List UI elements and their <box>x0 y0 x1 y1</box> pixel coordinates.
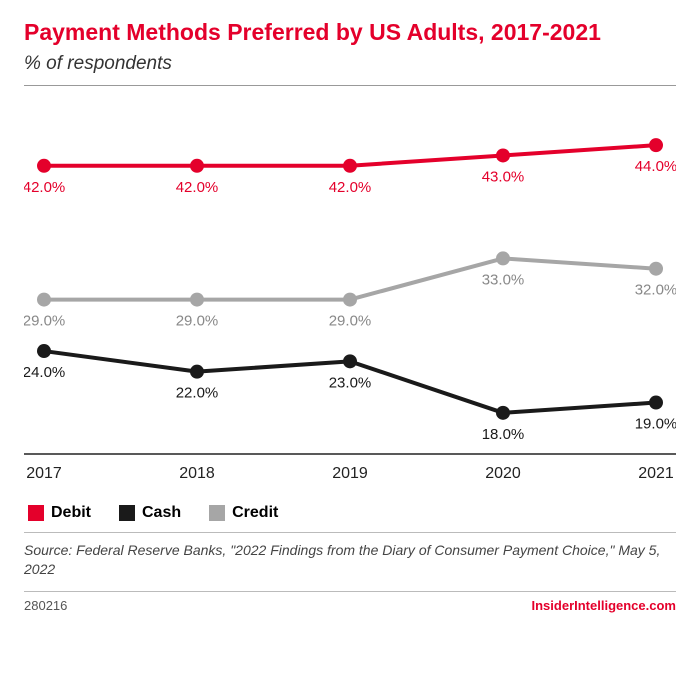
footer-id: 280216 <box>24 598 67 613</box>
series-point-cash <box>496 406 510 420</box>
value-label: 19.0% <box>635 415 676 432</box>
series-point-debit <box>496 148 510 162</box>
x-tick-label: 2019 <box>332 465 368 482</box>
chart-area: 2017 2018 2019 2020 2021 42.0% 42.0% 42.0% 43.0%… <box>24 94 676 494</box>
legend: Debit Cash Credit <box>24 494 676 530</box>
value-label: 29.0% <box>24 312 65 329</box>
value-label: 29.0% <box>176 312 219 329</box>
value-label: 32.0% <box>635 281 676 298</box>
legend-label: Debit <box>51 504 91 522</box>
x-tick-label: 2020 <box>485 465 521 482</box>
x-tick-label: 2017 <box>26 465 62 482</box>
source-text: Source: Federal Reserve Banks, "2022 Fin… <box>24 535 676 589</box>
series-point-cash <box>190 364 204 378</box>
value-label: 33.0% <box>482 271 525 288</box>
legend-swatch <box>28 505 44 521</box>
series-point-credit <box>496 251 510 265</box>
series-point-debit <box>343 159 357 173</box>
series-point-cash <box>649 395 663 409</box>
legend-swatch <box>119 505 135 521</box>
legend-item-debit: Debit <box>28 504 91 522</box>
value-label: 29.0% <box>329 312 372 329</box>
series-point-debit <box>37 159 51 173</box>
series-point-credit <box>343 292 357 306</box>
series-point-cash <box>343 354 357 368</box>
series-point-credit <box>649 261 663 275</box>
legend-item-credit: Credit <box>209 504 278 522</box>
value-label: 18.0% <box>482 426 525 443</box>
legend-swatch <box>209 505 225 521</box>
line-chart-svg: 2017 2018 2019 2020 2021 42.0% 42.0% 42.0% 43.0%… <box>24 94 676 494</box>
value-label: 42.0% <box>24 179 65 196</box>
footer: 280216 InsiderIntelligence.com <box>24 594 676 613</box>
value-label: 42.0% <box>176 179 219 196</box>
value-label: 42.0% <box>329 179 372 196</box>
legend-label: Credit <box>232 504 278 522</box>
value-label: 22.0% <box>176 384 219 401</box>
value-label: 24.0% <box>24 364 65 381</box>
legend-divider <box>24 532 676 533</box>
value-label: 23.0% <box>329 374 372 391</box>
value-label: 43.0% <box>482 168 525 185</box>
chart-subtitle: % of respondents <box>24 53 676 75</box>
brand-label: InsiderIntelligence.com <box>532 598 677 613</box>
value-label: 44.0% <box>635 158 676 175</box>
chart-title: Payment Methods Preferred by US Adults, … <box>24 18 676 47</box>
top-divider <box>24 85 676 86</box>
series-point-debit <box>190 159 204 173</box>
legend-item-cash: Cash <box>119 504 181 522</box>
x-tick-label: 2021 <box>638 465 674 482</box>
series-point-credit <box>37 292 51 306</box>
series-point-cash <box>37 344 51 358</box>
footer-divider <box>24 591 676 592</box>
x-tick-label: 2018 <box>179 465 215 482</box>
legend-label: Cash <box>142 504 181 522</box>
series-point-credit <box>190 292 204 306</box>
series-point-debit <box>649 138 663 152</box>
